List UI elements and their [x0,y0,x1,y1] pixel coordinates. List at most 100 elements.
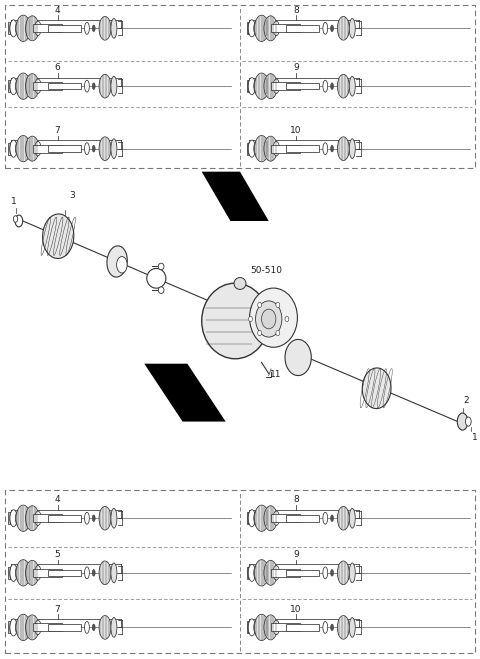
Bar [5,5,475,169]
Ellipse shape [35,79,41,94]
Bar [33,569,62,577]
Bar [271,24,300,32]
Ellipse shape [266,24,269,32]
Bar [286,25,320,32]
Ellipse shape [337,506,349,530]
Bar [271,145,300,153]
Ellipse shape [147,268,166,288]
Ellipse shape [25,136,39,161]
Ellipse shape [111,563,117,583]
Bar [33,82,62,90]
Bar [8,22,11,34]
Ellipse shape [248,22,250,34]
Bar [286,83,320,90]
Text: 6: 6 [55,63,60,72]
Ellipse shape [258,330,262,335]
Ellipse shape [331,83,334,90]
Ellipse shape [99,561,111,585]
Ellipse shape [25,560,39,585]
Text: 7: 7 [55,604,60,614]
Ellipse shape [248,621,250,633]
Ellipse shape [25,16,39,41]
Text: 8: 8 [293,496,299,504]
Ellipse shape [254,73,269,100]
Ellipse shape [84,22,89,34]
Text: 8: 8 [293,5,299,14]
Ellipse shape [111,139,117,159]
Ellipse shape [264,615,277,640]
Ellipse shape [107,246,127,277]
Polygon shape [144,364,226,422]
Ellipse shape [92,146,95,152]
Ellipse shape [10,621,12,633]
Ellipse shape [99,74,111,98]
Ellipse shape [266,145,269,153]
Ellipse shape [15,142,22,156]
Ellipse shape [16,559,30,586]
Ellipse shape [84,80,89,92]
Ellipse shape [28,145,31,153]
Ellipse shape [16,614,30,641]
Ellipse shape [10,78,17,95]
Ellipse shape [84,143,89,155]
Ellipse shape [10,80,12,92]
Bar [286,569,320,576]
Ellipse shape [35,511,41,525]
Ellipse shape [43,214,74,258]
Ellipse shape [331,624,334,631]
Ellipse shape [254,505,269,531]
Text: 2: 2 [464,396,469,405]
Ellipse shape [266,514,269,522]
Ellipse shape [111,617,117,637]
Ellipse shape [349,617,355,637]
Ellipse shape [349,508,355,528]
Ellipse shape [331,569,334,576]
Text: 9: 9 [293,550,299,559]
Ellipse shape [13,215,18,222]
Ellipse shape [111,508,117,528]
Bar [48,515,81,521]
Ellipse shape [10,509,17,527]
Ellipse shape [249,316,252,322]
Ellipse shape [273,79,279,94]
Ellipse shape [99,137,111,161]
Text: 5: 5 [55,550,60,559]
Text: 10: 10 [290,126,301,135]
Ellipse shape [323,143,328,155]
Bar [33,145,62,153]
Bar [48,146,81,152]
Text: 4: 4 [55,5,60,14]
Ellipse shape [16,73,30,100]
Ellipse shape [254,136,269,162]
Ellipse shape [15,620,22,635]
Ellipse shape [349,139,355,159]
Ellipse shape [35,142,41,156]
Bar [247,22,249,34]
Ellipse shape [349,563,355,583]
Ellipse shape [10,512,12,524]
Bar [286,146,320,152]
Ellipse shape [362,368,391,409]
Bar [33,514,62,522]
Ellipse shape [158,263,164,270]
Ellipse shape [25,74,39,99]
Ellipse shape [266,569,269,577]
Ellipse shape [254,79,260,94]
Ellipse shape [323,512,328,524]
Bar [33,24,62,32]
Text: 1: 1 [472,434,478,442]
Ellipse shape [25,615,39,640]
Ellipse shape [28,569,31,577]
Ellipse shape [273,142,279,156]
Text: 7: 7 [55,126,60,135]
Bar [8,621,11,633]
Ellipse shape [99,506,111,530]
Ellipse shape [323,567,328,579]
Ellipse shape [349,76,355,96]
Ellipse shape [457,413,468,430]
Text: 50-510: 50-510 [251,266,282,275]
Text: 3: 3 [70,191,75,200]
Ellipse shape [285,339,312,376]
Ellipse shape [323,621,328,633]
Ellipse shape [266,623,269,631]
